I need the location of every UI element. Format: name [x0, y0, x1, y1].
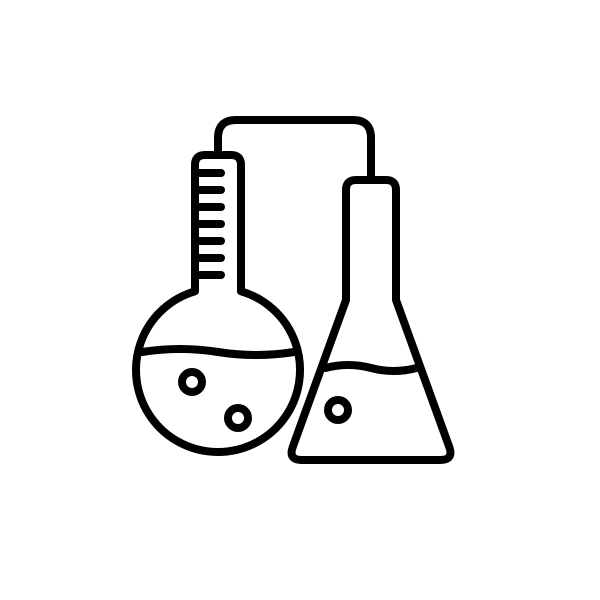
chemistry-flasks-icon — [0, 0, 600, 600]
round-bottom-flask — [136, 155, 300, 452]
erlenmeyer-flask — [292, 180, 451, 460]
